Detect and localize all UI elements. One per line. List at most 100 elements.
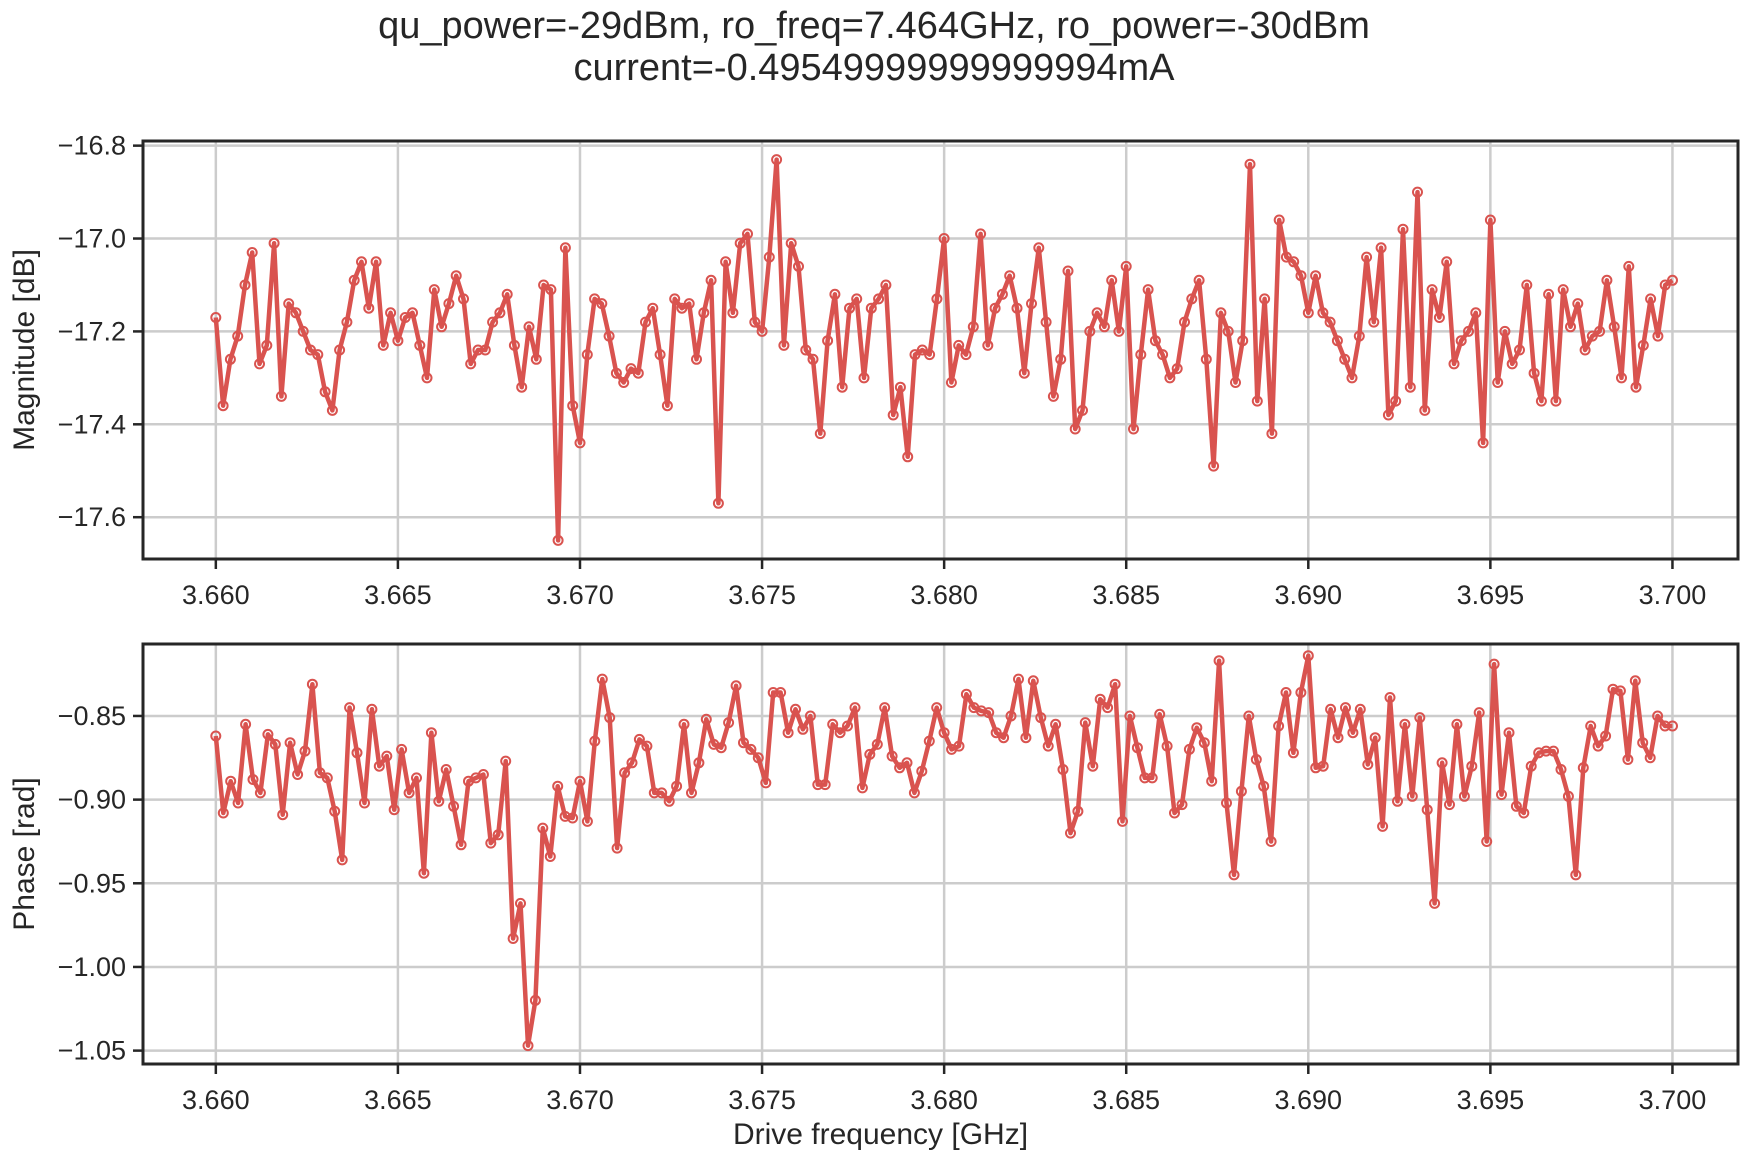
magnitude-data-point (822, 335, 834, 347)
magnitude-data-point (458, 293, 469, 305)
phase-data-point (485, 837, 497, 849)
figure-title-line-1: qu_power=-29dBm, ro_freq=7.464GHz, ro_po… (378, 5, 1370, 47)
phase-data-point (418, 867, 430, 879)
magnitude-data-point (1637, 339, 1649, 351)
phase-y-tick-label: −0.85 (58, 701, 126, 731)
phase-data-point (522, 1040, 534, 1052)
phase-data-point (440, 764, 452, 775)
magnitude-data-point (508, 339, 520, 351)
magnitude-data-point (640, 316, 651, 328)
phase-data-point (827, 718, 839, 730)
magnitude-data-point (720, 256, 732, 268)
phase-x-tick-label: 3.680 (910, 1085, 978, 1115)
phase-data-point (1354, 703, 1366, 715)
phase-data-point (611, 842, 623, 854)
phase-data-point (477, 769, 489, 780)
magnitude-data-point (363, 302, 375, 314)
magnitude-data-point (545, 284, 557, 296)
magnitude-data-point (1419, 404, 1431, 416)
phase-data-point (1667, 720, 1678, 732)
phase-axes-frame (141, 642, 1740, 1066)
magnitude-data-point (1259, 293, 1271, 305)
magnitude-data-point (567, 400, 579, 412)
phase-y-tick-label: −1.05 (58, 1036, 126, 1066)
magnitude-data-point (1499, 325, 1511, 337)
magnitude-data-point (1113, 325, 1125, 337)
magnitude-data-point (1237, 335, 1249, 347)
phase-data-point (425, 727, 437, 739)
magnitude-data-point (1353, 330, 1365, 342)
phase-data-point (567, 812, 579, 824)
magnitude-data-point (785, 237, 797, 249)
magnitude-data-point (778, 339, 790, 351)
phase-data-point (1377, 820, 1389, 832)
magnitude-data-point (836, 381, 848, 393)
phase-data-point (1562, 790, 1574, 802)
phase-data-point (388, 804, 400, 816)
phase-data-point (1503, 727, 1515, 739)
phase-data-point (292, 769, 304, 780)
phase-x-tick-label: 3.690 (1275, 1085, 1343, 1115)
phase-data-point (396, 743, 408, 755)
magnitude-y-tick-label: −17.2 (58, 316, 126, 346)
phase-data-point (715, 742, 727, 754)
magnitude-data-point (1055, 353, 1067, 365)
magnitude-data-point (1091, 307, 1103, 319)
phase-data-point (1652, 710, 1664, 722)
phase-data-point (574, 775, 586, 787)
magnitude-data-point (436, 321, 448, 333)
magnitude-data-point (516, 381, 528, 393)
magnitude-data-point (421, 372, 433, 384)
phase-data-point (782, 727, 794, 739)
phase-data-point (1496, 789, 1507, 801)
magnitude-data-point (618, 377, 630, 388)
phase-data-point (894, 762, 906, 774)
phase-data-point (403, 787, 415, 799)
phase-data-point (1094, 693, 1106, 705)
magnitude-data-point (341, 316, 353, 328)
phase-data-point (1042, 740, 1054, 752)
magnitude-data-point (217, 400, 229, 412)
phase-data-point (1176, 799, 1188, 811)
magnitude-data-point (1601, 274, 1613, 286)
phase-panel: 3.660 3.665 3.670 3.675 3.680 3.685 3.690 3.695… (8, 642, 1740, 1151)
phase-data-point (366, 703, 378, 715)
phase-data-point (596, 673, 608, 685)
phase-data-point (1035, 712, 1047, 724)
magnitude-data-point (698, 307, 710, 319)
phase-data-point (284, 737, 296, 749)
phase-data-point (1117, 815, 1128, 827)
magnitude-data-point (1251, 395, 1263, 407)
phase-data-point (953, 740, 965, 752)
magnitude-data-point (1069, 423, 1081, 435)
magnitude-data-point (268, 237, 280, 249)
magnitude-data-point (1040, 316, 1052, 328)
phase-data-point (232, 797, 244, 809)
phase-x-tick-label: 3.660 (182, 1085, 250, 1115)
magnitude-data-point (334, 344, 346, 356)
phase-data-point (225, 775, 237, 787)
phase-data-point (247, 774, 259, 785)
phase-data-point (812, 779, 824, 791)
magnitude-data-point (880, 279, 892, 291)
phase-data-point (1399, 718, 1411, 730)
phase-data-point (1488, 658, 1500, 670)
magnitude-data-point (931, 293, 943, 305)
phase-data-point (901, 757, 913, 769)
magnitude-data-point (1222, 325, 1234, 337)
phase-data-point (990, 727, 1002, 739)
magnitude-data-point (596, 298, 608, 310)
magnitude-data-point (1142, 284, 1154, 296)
magnitude-x-tick-label: 3.660 (182, 580, 250, 610)
phase-data-point (1540, 745, 1552, 757)
phase-data-point (217, 807, 229, 819)
magnitude-x-tick-label: 3.685 (1092, 580, 1160, 610)
phase-data-point (411, 772, 422, 784)
magnitude-data-point (865, 302, 877, 314)
magnitude-data-point (232, 330, 244, 342)
phase-data-point (1287, 747, 1299, 759)
phase-data-point (448, 800, 460, 812)
phase-data-point (1250, 754, 1262, 765)
magnitude-data-point (1441, 256, 1453, 268)
phase-data-point (1384, 692, 1396, 703)
